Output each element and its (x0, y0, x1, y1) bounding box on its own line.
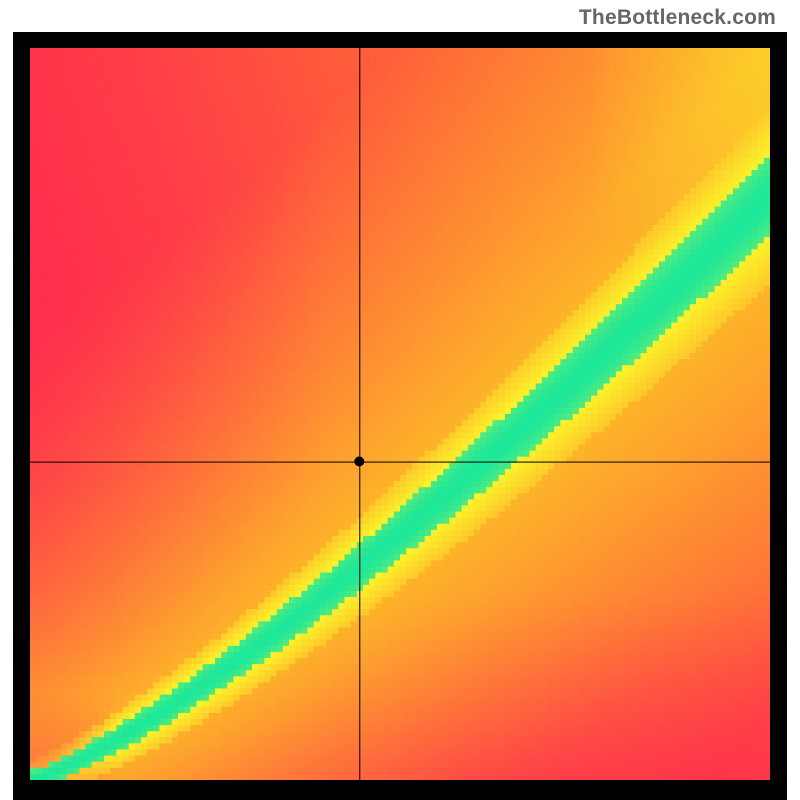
attribution-text: TheBottleneck.com (579, 6, 776, 30)
chart-container: TheBottleneck.com (0, 0, 800, 800)
overlay-canvas (30, 48, 770, 780)
